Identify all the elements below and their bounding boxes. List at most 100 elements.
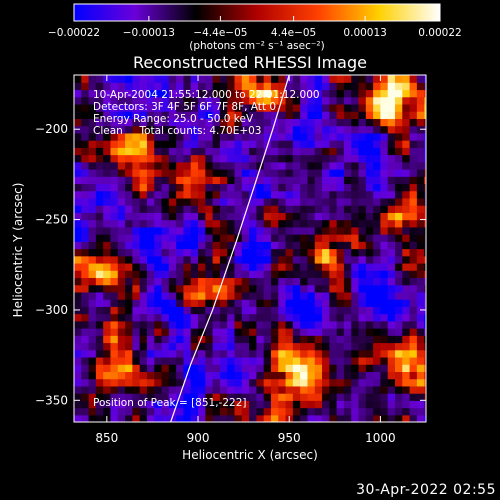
heatmap-cell xyxy=(270,320,279,329)
heatmap-cell xyxy=(402,393,411,401)
heatmap-cell xyxy=(387,147,396,156)
heatmap-cell xyxy=(373,320,381,329)
heatmap-cell xyxy=(278,248,287,257)
heatmap-cell xyxy=(139,226,148,235)
heatmap-cell xyxy=(249,378,257,387)
heatmap-cell xyxy=(314,284,323,293)
heatmap-cell xyxy=(190,190,199,199)
heatmap-cell xyxy=(81,277,90,286)
heatmap-cell xyxy=(88,168,97,177)
heatmap-cell xyxy=(278,291,287,300)
heatmap-cell xyxy=(409,335,418,344)
heatmap-cell xyxy=(198,154,206,163)
heatmap-cell xyxy=(300,277,308,286)
heatmap-cell xyxy=(168,270,177,279)
heatmap-cell xyxy=(154,262,163,271)
heatmap-cell xyxy=(81,96,90,105)
heatmap-cell xyxy=(285,277,294,286)
heatmap-cell xyxy=(234,89,243,98)
heatmap-cell xyxy=(300,82,308,91)
heatmap-cell xyxy=(322,212,330,221)
heatmap-cell xyxy=(336,89,345,98)
heatmap-cell xyxy=(212,125,221,134)
heatmap-cell xyxy=(183,270,192,279)
heatmap-cell xyxy=(292,335,301,344)
heatmap-cell xyxy=(103,125,111,134)
heatmap-cell xyxy=(387,262,396,271)
heatmap-cell xyxy=(292,197,301,206)
heatmap-cell xyxy=(285,147,294,156)
heatmap-cell xyxy=(95,103,104,112)
heatmap-cell xyxy=(380,414,389,422)
heatmap-cell xyxy=(322,241,330,250)
heatmap-cell xyxy=(249,75,257,83)
heatmap-cell xyxy=(219,125,228,134)
heatmap-cell xyxy=(190,320,199,329)
heatmap-cell xyxy=(300,161,308,170)
heatmap-cell xyxy=(351,161,360,170)
heatmap-cell xyxy=(270,176,279,185)
heatmap-cell xyxy=(402,176,411,185)
heatmap-cell xyxy=(227,299,235,307)
heatmap-cell xyxy=(227,212,235,221)
heatmap-cell xyxy=(154,168,163,177)
heatmap-cell xyxy=(205,168,214,177)
heatmap-cell xyxy=(387,335,396,344)
heatmap-cell xyxy=(205,161,214,170)
heatmap-cell xyxy=(219,89,228,98)
heatmap-cell xyxy=(95,270,104,279)
heatmap-cell xyxy=(117,241,126,250)
heatmap-cell xyxy=(183,364,192,372)
heatmap-cell xyxy=(139,205,148,213)
heatmap-cell xyxy=(373,147,381,156)
heatmap-cell xyxy=(88,205,97,213)
heatmap-cell xyxy=(256,248,265,257)
heatmap-cell xyxy=(402,183,411,192)
heatmap-cell xyxy=(241,248,250,257)
heatmap-cell xyxy=(183,400,192,409)
heatmap-cell xyxy=(307,183,316,192)
heatmap-cell xyxy=(74,414,82,422)
heatmap-cell xyxy=(336,140,345,148)
heatmap-cell xyxy=(212,320,221,329)
heatmap-cell xyxy=(103,96,111,105)
heatmap-cell xyxy=(190,356,199,365)
heatmap-cell xyxy=(394,270,403,279)
chart-title: Reconstructed RHESSI Image xyxy=(133,53,367,72)
heatmap-cell xyxy=(132,335,141,344)
heatmap-cell xyxy=(380,75,389,83)
heatmap-cell xyxy=(329,190,338,199)
heatmap-cell xyxy=(380,393,389,401)
heatmap-cell xyxy=(329,226,338,235)
heatmap-cell xyxy=(95,96,104,105)
heatmap-cell xyxy=(314,414,323,422)
heatmap-cell xyxy=(300,385,308,394)
heatmap-cell xyxy=(343,306,352,315)
annotation-detectors: Detectors: 3F 4F 5F 6F 7F 8F, Att 0 xyxy=(93,101,276,113)
heatmap-cell xyxy=(387,168,396,177)
heatmap-cell xyxy=(161,378,170,387)
heatmap-cell xyxy=(125,349,133,358)
heatmap-cell xyxy=(365,284,374,293)
heatmap-cell xyxy=(183,161,192,170)
heatmap-cell xyxy=(292,328,301,336)
heatmap-cell xyxy=(402,190,411,199)
heatmap-cell xyxy=(365,132,374,141)
heatmap-cell xyxy=(409,349,418,358)
heatmap-cell xyxy=(125,219,133,228)
heatmap-cell xyxy=(380,234,389,242)
heatmap-cell xyxy=(365,328,374,336)
heatmap-cell xyxy=(270,270,279,279)
heatmap-cell xyxy=(351,349,360,358)
heatmap-cell xyxy=(292,205,301,213)
heatmap-cell xyxy=(183,393,192,401)
heatmap-cell xyxy=(409,400,418,409)
heatmap-cell xyxy=(198,183,206,192)
heatmap-cell xyxy=(249,306,257,315)
heatmap-cell xyxy=(394,168,403,177)
heatmap-cell xyxy=(183,328,192,336)
heatmap-cell xyxy=(249,313,257,322)
heatmap-cell xyxy=(336,270,345,279)
heatmap-cell xyxy=(285,82,294,91)
heatmap-cell xyxy=(307,176,316,185)
